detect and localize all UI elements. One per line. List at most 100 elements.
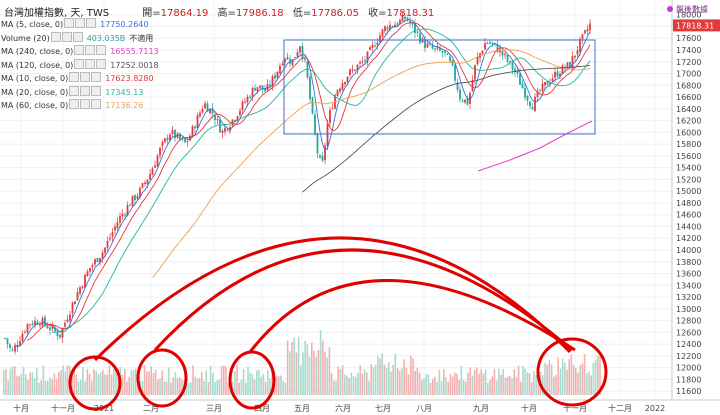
candle-body (336, 90, 339, 97)
candle-body (284, 59, 286, 63)
candle-body (296, 52, 299, 57)
settings-icon[interactable] (75, 18, 86, 28)
candle-body (21, 333, 24, 342)
close-icon[interactable] (72, 31, 83, 42)
volume-bar (234, 371, 236, 395)
indicator-row[interactable]: Volume (20) 403.035B 不適用 (1, 31, 153, 43)
live-data-indicator[interactable]: 盤後數據 (667, 4, 708, 15)
visibility-icon[interactable] (69, 85, 80, 96)
candle-body (281, 63, 284, 65)
candle-body (44, 316, 46, 325)
y-tick-label: 17400 (676, 46, 701, 55)
settings-icon[interactable] (80, 72, 91, 82)
candle-body (356, 65, 359, 71)
indicator-label: MA (240, close, 0) (1, 47, 74, 56)
volume-bar (577, 372, 579, 395)
candle-body (461, 100, 464, 102)
y-tick-label: 14400 (676, 222, 701, 231)
volume-bar (176, 378, 179, 395)
indicator-row[interactable]: MA (20, close, 0) 17345.13 (1, 85, 143, 97)
volume-bar (355, 376, 357, 395)
indicator-label: MA (10, close, 0) (1, 74, 69, 83)
indicator-row[interactable]: MA (5, close, 0) 17750.2640 (1, 18, 148, 29)
close-icon[interactable] (91, 72, 102, 82)
volume-bar (205, 370, 207, 395)
x-tick-label: 二月 (143, 404, 159, 413)
y-tick-label: 12200 (676, 352, 701, 361)
volume-bar (513, 369, 515, 395)
x-tick-label: 2022 (645, 404, 665, 413)
candle-body (181, 138, 184, 140)
volume-bar (161, 370, 163, 395)
volume-bar (172, 377, 174, 395)
close-icon[interactable] (91, 99, 102, 109)
volume-bar (121, 374, 124, 395)
volume-bar (575, 368, 577, 395)
candle-body (314, 114, 316, 134)
arc-2 (153, 248, 573, 352)
visibility-icon[interactable] (50, 31, 61, 42)
volume-bar (491, 376, 493, 395)
indicator-row[interactable]: MA (60, close, 0) 17136.26 (1, 99, 143, 110)
close-icon[interactable] (86, 18, 97, 28)
visibility-icon[interactable] (69, 99, 80, 109)
candle-body (146, 179, 149, 185)
candle-body (399, 19, 401, 24)
candle-body (236, 116, 239, 121)
close-icon[interactable] (96, 58, 107, 69)
candle-body (274, 75, 276, 79)
candle-body (239, 110, 241, 116)
candle-body (531, 106, 534, 110)
candle-body (19, 341, 21, 346)
indicator-label: Volume (20) (1, 33, 50, 43)
candle-body (569, 62, 571, 68)
volume-bar (484, 369, 487, 395)
candle-body (139, 188, 141, 198)
candle-body (24, 331, 26, 333)
volume-bar (443, 369, 445, 395)
indicator-row[interactable]: MA (240, close, 0) 16555.7113 (1, 45, 159, 56)
volume-bar (240, 379, 243, 395)
volume-bar (214, 381, 216, 395)
candle-body (519, 73, 521, 85)
settings-icon[interactable] (61, 31, 72, 42)
settings-icon[interactable] (85, 45, 96, 55)
candle-body (406, 17, 409, 21)
indicator-value: 17750.2640 (100, 20, 149, 29)
candle-body (111, 232, 114, 238)
close-icon[interactable] (91, 85, 102, 96)
candle-body (496, 44, 499, 53)
visibility-icon[interactable] (69, 72, 80, 82)
volume-bar (458, 380, 460, 395)
settings-icon[interactable] (80, 99, 91, 109)
candle-body (6, 338, 9, 345)
indicator-row[interactable]: MA (120, close, 0) 17252.0018 (1, 58, 159, 70)
indicator-row[interactable]: MA (10, close, 0) 17623.8280 (1, 72, 154, 83)
y-tick-label: 13600 (676, 270, 701, 279)
volume-bar (363, 369, 366, 395)
status-dot-icon (667, 6, 673, 12)
candle-body (41, 318, 44, 326)
close-icon[interactable] (96, 45, 107, 55)
settings-icon[interactable] (80, 85, 91, 96)
volume-bar (104, 374, 106, 395)
volume-bar (9, 368, 12, 395)
volume-circle (68, 355, 122, 411)
candle-body (466, 97, 469, 105)
visibility-icon[interactable] (74, 45, 85, 55)
volume-bar (97, 374, 100, 395)
candle-body (409, 20, 411, 24)
candle-body (241, 101, 244, 110)
volume-bar (198, 377, 201, 395)
volume-bar (106, 374, 108, 395)
volume-bar (148, 371, 150, 395)
price-tag-label: 17818.31 (676, 21, 714, 30)
visibility-icon[interactable] (74, 58, 85, 69)
settings-icon[interactable] (85, 58, 96, 69)
visibility-icon[interactable] (64, 18, 75, 28)
candle-body (161, 141, 164, 147)
candle-body (79, 287, 81, 294)
x-tick-label: 八月 (416, 404, 432, 413)
chart-title: 台灣加權指數, 天, TWS (4, 8, 110, 19)
